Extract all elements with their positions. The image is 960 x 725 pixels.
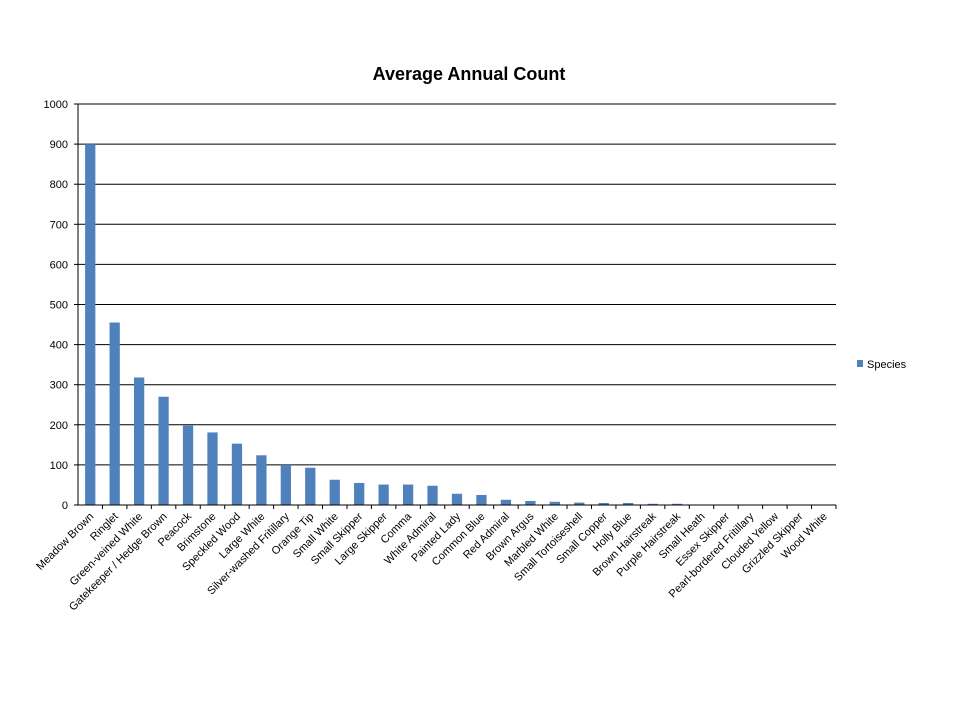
bar <box>525 501 535 505</box>
legend: Species <box>857 359 907 371</box>
bar <box>256 455 266 505</box>
y-tick-label: 0 <box>62 500 68 512</box>
legend-label: Species <box>867 359 907 371</box>
bar <box>354 483 364 505</box>
y-tick-label: 700 <box>50 219 68 231</box>
bar <box>281 465 291 505</box>
y-tick-label: 1000 <box>44 99 68 111</box>
bar <box>207 432 217 505</box>
bar <box>330 480 340 505</box>
bar <box>232 444 242 505</box>
y-tick-label: 100 <box>50 460 68 472</box>
y-tick-label: 600 <box>50 259 68 271</box>
bar <box>85 144 95 505</box>
bar <box>476 495 486 505</box>
gridlines <box>78 104 836 465</box>
bar <box>501 500 511 505</box>
bar <box>452 494 462 505</box>
y-tick-label: 400 <box>50 340 68 352</box>
y-tick-label: 900 <box>50 139 68 151</box>
y-tick-label: 500 <box>50 300 68 312</box>
bar <box>427 486 437 505</box>
y-tick-label: 200 <box>50 420 68 432</box>
bar <box>134 377 144 505</box>
legend-swatch <box>857 360 863 367</box>
bar <box>110 323 120 505</box>
bar <box>305 468 315 505</box>
y-axis: 0 100 200 300 400 500 600 700 800 900 1000 <box>44 99 78 512</box>
y-tick-label: 800 <box>50 179 68 191</box>
bar <box>403 485 413 505</box>
chart-title: Average Annual Count <box>373 64 566 84</box>
bar <box>183 426 193 505</box>
bar <box>158 397 168 505</box>
bars <box>85 144 829 505</box>
bar <box>379 485 389 505</box>
y-tick-label: 300 <box>50 380 68 392</box>
